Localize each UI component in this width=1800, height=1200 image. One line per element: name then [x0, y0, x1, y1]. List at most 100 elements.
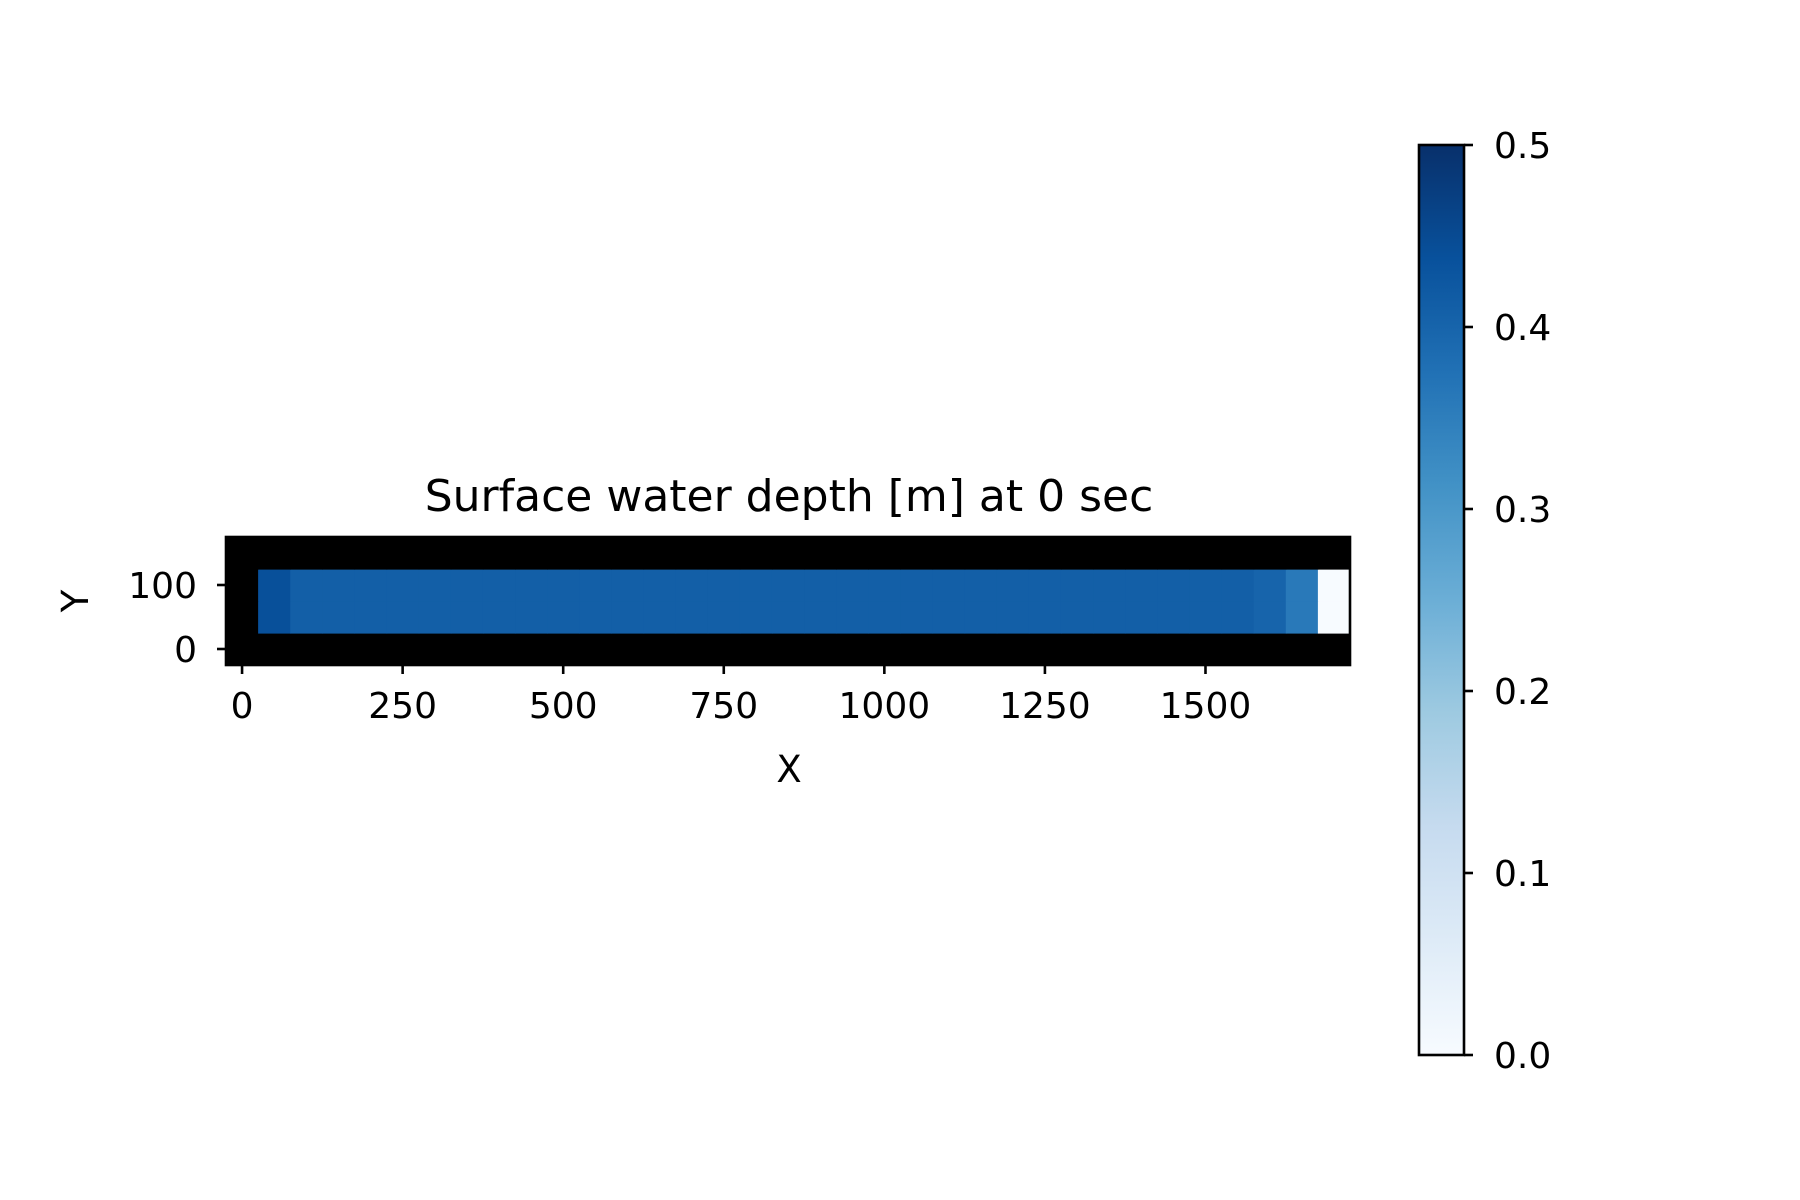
- heatmap-cell: [290, 569, 323, 602]
- heatmap-cell: [1060, 601, 1094, 634]
- heatmap-cell: [1317, 569, 1351, 602]
- masked-cell: [900, 537, 934, 570]
- colorbar-tick-label: 0.0: [1494, 1036, 1551, 1077]
- masked-cell: [290, 537, 323, 570]
- heatmap-cell: [964, 601, 998, 634]
- masked-cell: [482, 633, 516, 666]
- heatmap-cell: [900, 601, 934, 634]
- heatmap-cell: [515, 601, 548, 634]
- masked-cell: [354, 633, 388, 666]
- masked-cell: [1253, 537, 1287, 570]
- heatmap-cell: [707, 569, 741, 602]
- y-axis-label: Y: [54, 589, 97, 613]
- masked-cell: [739, 633, 773, 666]
- masked-cell: [450, 633, 484, 666]
- heatmap-cell: [804, 601, 837, 634]
- heatmap-cell: [1189, 569, 1223, 602]
- masked-cell: [1285, 633, 1319, 666]
- masked-cell: [1028, 537, 1062, 570]
- masked-cell: [932, 633, 966, 666]
- masked-cell: [707, 537, 741, 570]
- colorbar-frame: [1417, 143, 1466, 1057]
- x-tick-label: 1500: [1160, 686, 1252, 727]
- heatmap-cell: [932, 569, 966, 602]
- masked-cell: [1285, 537, 1319, 570]
- masked-cell: [1157, 537, 1191, 570]
- heatmap-cell: [482, 569, 516, 602]
- colorbar-tick-label: 0.4: [1494, 308, 1551, 349]
- heatmap-cell: [547, 569, 580, 602]
- heatmap-cell: [1221, 601, 1255, 634]
- masked-cell: [322, 633, 356, 666]
- masked-cell: [771, 537, 805, 570]
- chart-title: Surface water depth [m] at 0 sec: [425, 471, 1154, 522]
- masked-cell: [932, 537, 966, 570]
- y-tick-label: 100: [128, 566, 197, 607]
- y-axis: 0 100: [128, 566, 226, 671]
- masked-cell: [226, 633, 259, 666]
- heatmap-cell: [643, 601, 677, 634]
- masked-cell: [1157, 633, 1191, 666]
- x-axis: 0 250 500 750 1000 1250 1500: [231, 665, 1252, 727]
- masked-cell: [1221, 537, 1255, 570]
- masked-cell: [1189, 633, 1223, 666]
- heatmap-cell: [1060, 569, 1094, 602]
- heatmap-cell: [1189, 601, 1223, 634]
- masked-cell: [675, 633, 709, 666]
- masked-cell: [900, 633, 934, 666]
- masked-cell: [386, 537, 420, 570]
- masked-cell: [515, 633, 548, 666]
- masked-cell: [226, 569, 259, 602]
- heatmap-cell: [1317, 601, 1351, 634]
- heatmap-cell: [515, 569, 548, 602]
- heatmap-cell: [1028, 569, 1062, 602]
- masked-cell: [1189, 537, 1223, 570]
- masked-cell: [1125, 537, 1158, 570]
- colorbar-tick-label: 0.3: [1494, 490, 1551, 531]
- masked-cell: [1253, 633, 1287, 666]
- masked-cell: [354, 537, 388, 570]
- masked-cell: [226, 601, 259, 634]
- masked-cell: [611, 537, 645, 570]
- heatmap-cell: [450, 569, 484, 602]
- masked-cell: [804, 537, 837, 570]
- masked-cell: [226, 537, 259, 570]
- heatmap-cell: [386, 569, 420, 602]
- heatmap-cell: [1157, 601, 1191, 634]
- masked-cell: [547, 537, 580, 570]
- heatmap-cell: [258, 569, 291, 602]
- heatmap-cell: [579, 601, 612, 634]
- masked-cell: [290, 633, 323, 666]
- x-tick-label: 250: [368, 686, 437, 727]
- x-axis-label: X: [776, 748, 801, 791]
- masked-cell: [643, 537, 677, 570]
- heatmap-cell: [611, 601, 645, 634]
- heatmap-cell: [354, 601, 388, 634]
- masked-cell: [964, 633, 998, 666]
- masked-cell: [482, 537, 516, 570]
- masked-cell: [1093, 537, 1126, 570]
- heatmap-cell: [579, 569, 612, 602]
- masked-cell: [258, 633, 291, 666]
- heatmap-cell: [771, 601, 805, 634]
- heatmap-cell: [707, 601, 741, 634]
- masked-cell: [996, 537, 1030, 570]
- x-tick-label: 750: [689, 686, 758, 727]
- heatmap-cell: [547, 601, 580, 634]
- masked-cell: [418, 633, 452, 666]
- masked-cell: [258, 537, 291, 570]
- heatmap-cell: [964, 569, 998, 602]
- heatmap-cell: [322, 601, 356, 634]
- masked-cell: [868, 537, 901, 570]
- colorbar-gradient: [1419, 145, 1464, 1055]
- heatmap-cell: [354, 569, 388, 602]
- heatmap-cell: [450, 601, 484, 634]
- heatmap-cell: [322, 569, 356, 602]
- colorbar-tick-label: 0.2: [1494, 672, 1551, 713]
- masked-cell: [964, 537, 998, 570]
- heatmap-cell: [1125, 569, 1158, 602]
- heatmap-cell: [868, 601, 901, 634]
- heatmap-cell: [739, 601, 773, 634]
- masked-cell: [675, 537, 709, 570]
- masked-cell: [804, 633, 837, 666]
